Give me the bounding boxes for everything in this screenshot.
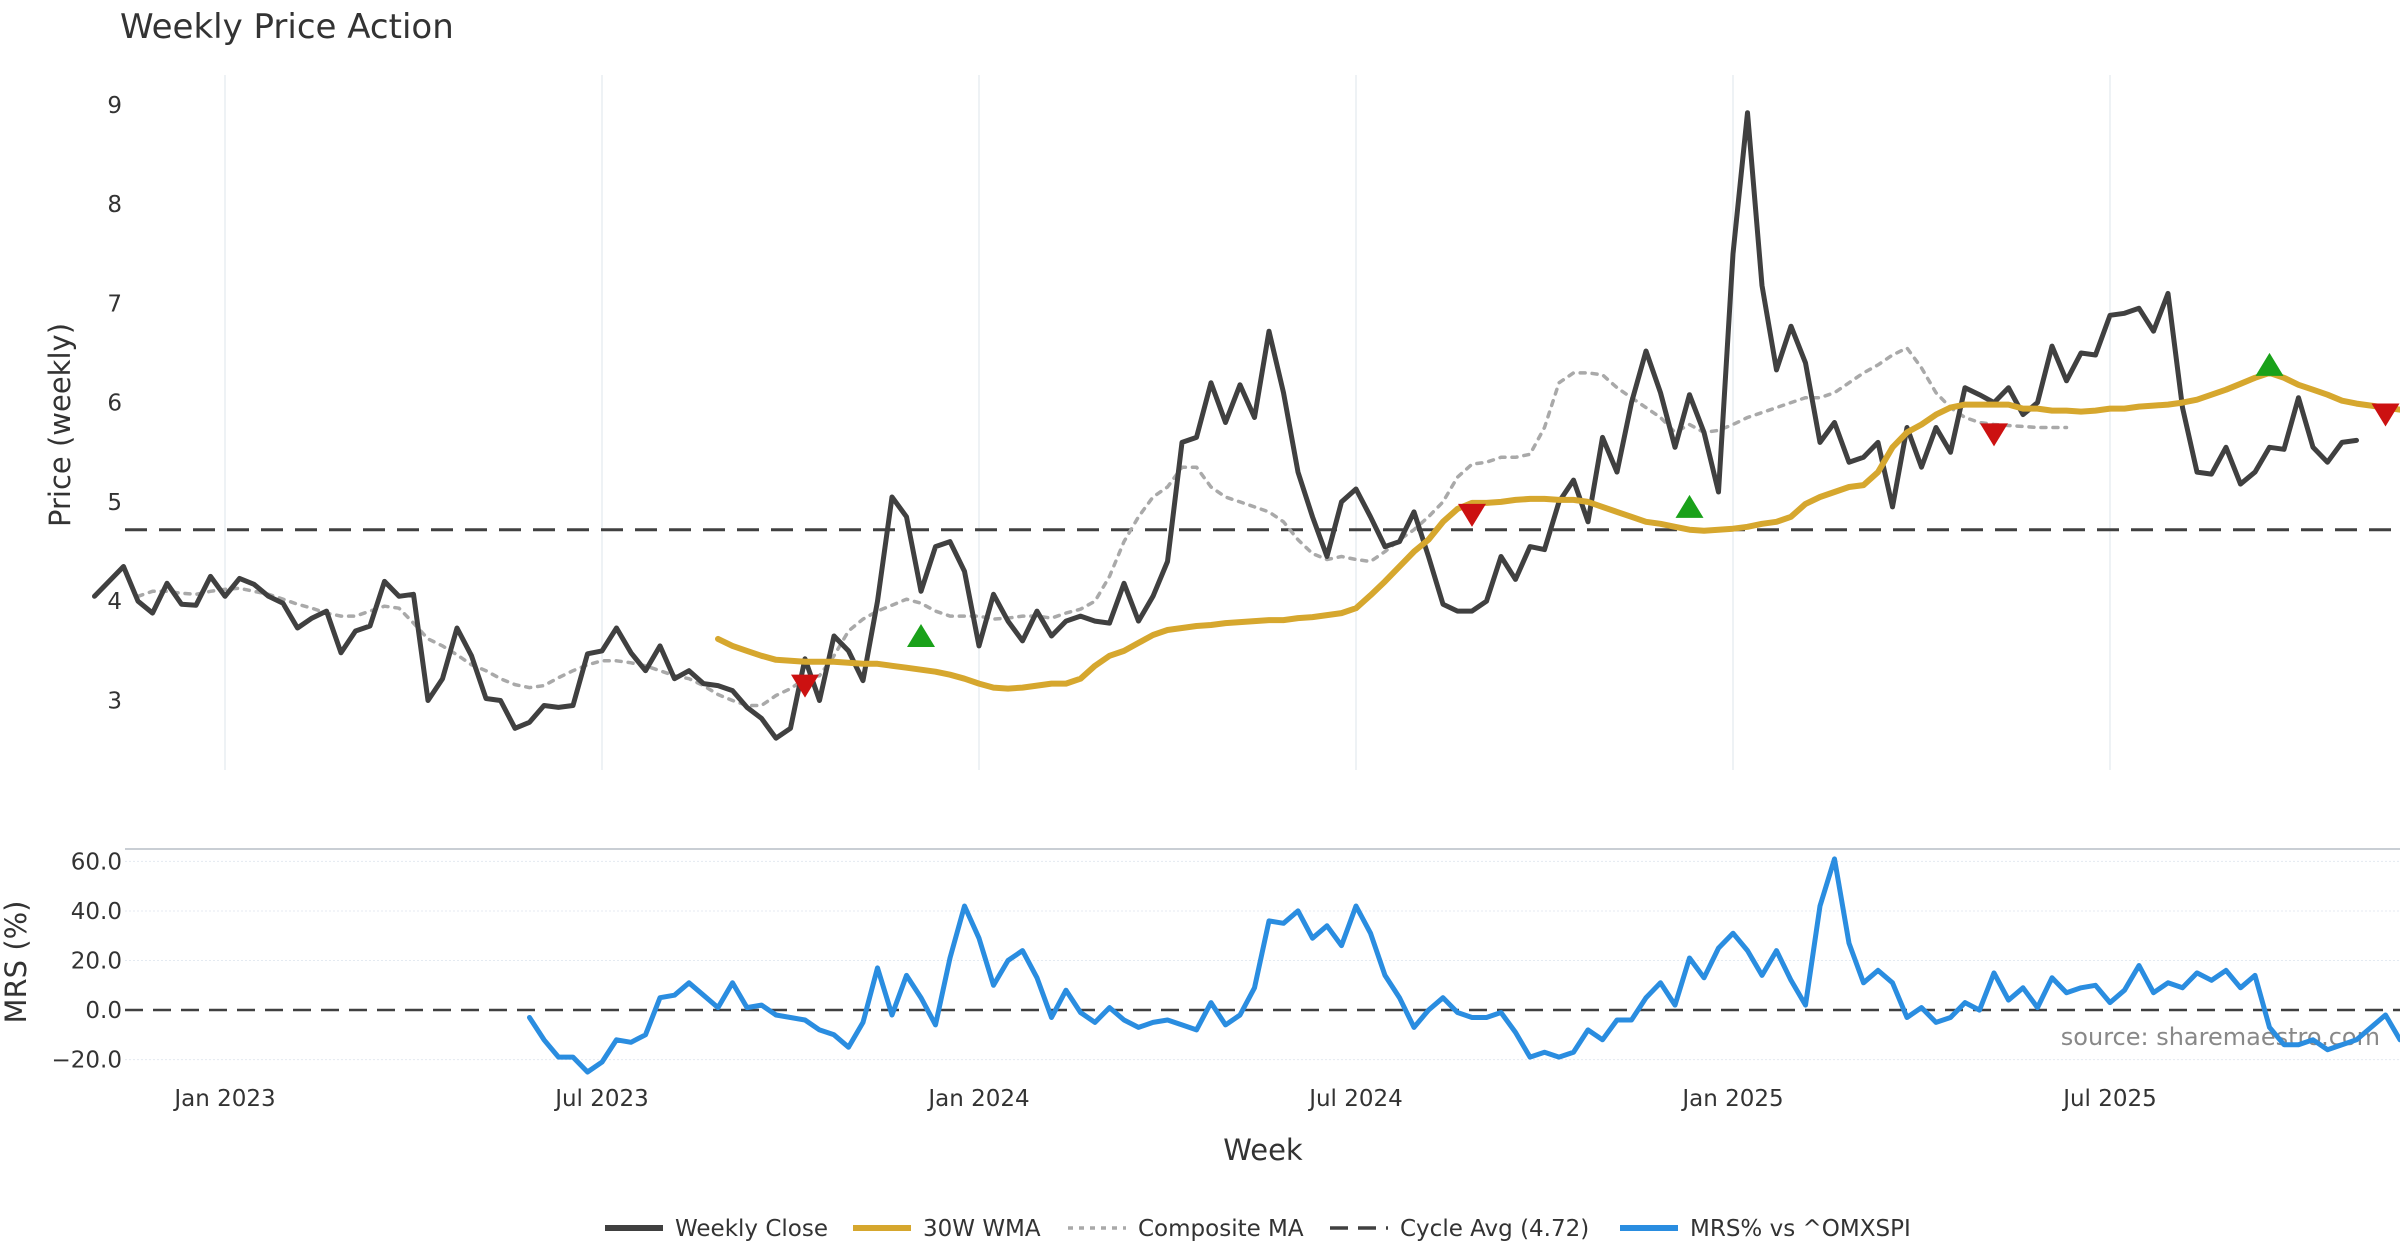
mrs-y-tick-label: 60.0	[71, 849, 122, 875]
price-y-tick-label: 4	[107, 589, 122, 615]
mrs-y-tick-label: 20.0	[71, 949, 122, 975]
legend-label: 30W WMA	[923, 1216, 1041, 1242]
mrs-y-axis-label: MRS (%)	[0, 901, 33, 1024]
legend-label: Cycle Avg (4.72)	[1400, 1216, 1589, 1242]
buy-signal-marker	[2255, 352, 2284, 376]
buy-signal-marker	[907, 623, 935, 647]
signal-markers	[791, 352, 2400, 698]
mrs-y-tick-label: −20.0	[52, 1048, 122, 1074]
sell-signal-marker	[1980, 423, 2008, 447]
sell-signal-marker	[1458, 503, 1486, 527]
price-y-tick-label: 3	[107, 689, 122, 715]
price-y-tick-label: 8	[107, 192, 122, 218]
price-y-tick-label: 7	[107, 291, 122, 317]
legend-label: MRS% vs ^OMXSPI	[1690, 1216, 1911, 1242]
price-y-tick-label: 6	[107, 391, 122, 417]
mrs-y-tick-label: 0.0	[85, 998, 122, 1024]
axis-ticks: Jan 2023 Jul 2023 Jan 2024 Jul 2024 Jan 2025…	[52, 93, 2157, 1112]
x-tick-label: Jul 2025	[2061, 1086, 2157, 1112]
series-layer	[92, 110, 2400, 1075]
legend: Weekly Close 30W WMA Composite MA Cycle Avg…	[605, 1216, 1911, 1242]
x-tick-label: Jul 2024	[1307, 1086, 1403, 1112]
price-y-axis-label: Price (weekly)	[43, 323, 77, 527]
wma-30w-line	[715, 369, 2400, 692]
composite-ma-line	[136, 346, 2069, 708]
mrs-y-tick-label: 40.0	[71, 899, 122, 925]
reference-lines	[125, 528, 2400, 1012]
grid-layer	[125, 75, 2400, 1061]
x-tick-label: Jan 2024	[926, 1086, 1029, 1112]
mrs-line	[527, 856, 2400, 1075]
x-axis-label: Week	[1223, 1133, 1303, 1167]
buy-signal-marker	[1675, 494, 1704, 518]
chart-title: Weekly Price Action	[120, 7, 454, 47]
weekly-close-line	[92, 110, 2359, 741]
legend-label: Composite MA	[1138, 1216, 1304, 1242]
x-tick-label: Jul 2023	[553, 1086, 649, 1112]
price-y-tick-label: 9	[107, 93, 122, 119]
price-y-tick-label: 5	[107, 490, 122, 516]
sell-signal-marker	[2371, 403, 2400, 427]
legend-label: Weekly Close	[675, 1216, 828, 1242]
x-tick-label: Jan 2023	[172, 1086, 275, 1112]
sell-signal-marker	[791, 674, 819, 698]
x-tick-label: Jan 2025	[1680, 1086, 1783, 1112]
